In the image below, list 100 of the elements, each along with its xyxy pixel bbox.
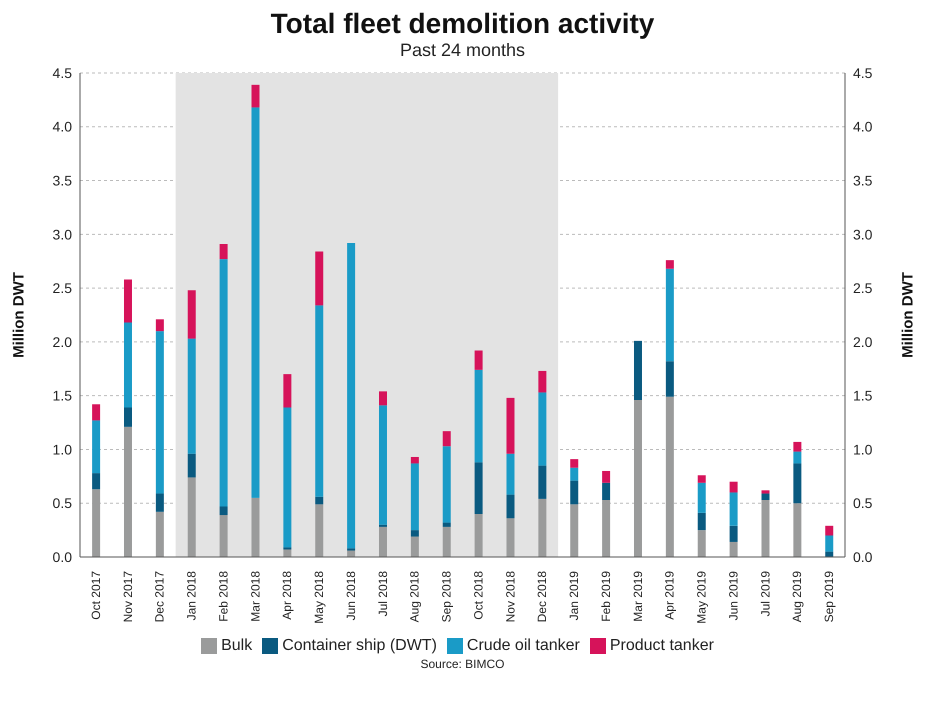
bar — [188, 338, 196, 454]
bar — [410, 536, 419, 557]
x-tick-label: Apr 2018 — [280, 570, 294, 620]
bar — [634, 340, 642, 400]
bar — [251, 84, 260, 108]
y2-tick-label: 4.5 — [853, 64, 873, 81]
bar — [698, 512, 706, 530]
bar — [378, 405, 387, 525]
x-tick-label: Jul 2019 — [758, 570, 772, 616]
chart-subtitle: Past 24 months — [398, 40, 526, 61]
bar — [347, 242, 356, 548]
x-tick-label: Aug 2019 — [790, 570, 804, 622]
bar — [124, 280, 132, 323]
y-tick-label: 0.5 — [52, 495, 72, 512]
bar — [410, 463, 419, 530]
bar — [506, 518, 514, 557]
bar — [793, 452, 802, 464]
x-tick-label: Sep 2019 — [822, 570, 836, 622]
bar — [538, 370, 546, 392]
x-tick-label: Nov 2017 — [120, 570, 135, 622]
x-tick-label: Oct 2017 — [88, 570, 103, 620]
bar — [761, 490, 770, 494]
x-tick-label: Jun 2018 — [344, 570, 358, 620]
bar — [251, 107, 260, 498]
bar — [283, 408, 292, 548]
y-axis-title: Million DWT — [10, 272, 28, 358]
x-tick-label: Mar 2019 — [630, 570, 645, 622]
bar — [793, 463, 802, 504]
bar — [793, 503, 802, 557]
bar — [378, 526, 387, 557]
x-tick-label: Sep 2018 — [440, 570, 454, 622]
bar — [761, 494, 770, 500]
bar — [825, 526, 834, 536]
bar — [220, 244, 228, 260]
y2-tick-label: 4.0 — [853, 118, 873, 135]
bar — [538, 392, 546, 466]
bar — [92, 489, 100, 557]
legend-label: Bulk — [221, 637, 252, 654]
bar — [570, 480, 578, 504]
bar — [283, 549, 292, 557]
y-tick-label: 0.0 — [52, 548, 72, 565]
bar — [506, 454, 514, 495]
x-tick-label: Dec 2018 — [535, 570, 550, 622]
bar — [825, 535, 834, 552]
legend-label: Product tanker — [610, 637, 714, 654]
y-tick-label: 1.0 — [52, 441, 72, 458]
x-tick-label: Apr 2019 — [662, 570, 677, 620]
bar — [698, 475, 706, 483]
x-tick-label: Oct 2018 — [471, 570, 486, 620]
y2-tick-label: 0.5 — [853, 495, 873, 512]
bar — [538, 498, 546, 557]
legend-label: Container ship (DWT) — [282, 637, 437, 654]
y2-tick-label: 3.0 — [853, 226, 873, 242]
bar — [188, 477, 196, 557]
bar — [474, 350, 483, 370]
x-tick-label: Feb 2018 — [216, 570, 230, 622]
bar — [315, 252, 324, 306]
bar — [442, 446, 451, 523]
bar — [666, 396, 674, 557]
bar — [410, 530, 419, 537]
bar — [474, 462, 483, 514]
x-tick-label: May 2018 — [312, 570, 326, 624]
bar — [156, 331, 164, 494]
y-tick-label: 4.5 — [52, 64, 72, 81]
bar — [602, 500, 610, 557]
bar — [698, 530, 706, 557]
bar — [730, 492, 738, 526]
legend-label: Crude oil tanker — [466, 637, 580, 654]
bar — [506, 398, 514, 454]
bar — [92, 404, 100, 420]
bar — [474, 514, 483, 557]
bar — [570, 459, 578, 468]
bar — [538, 466, 546, 499]
bar — [730, 482, 738, 492]
bar — [602, 470, 610, 483]
y2-tick-label: 2.0 — [853, 334, 873, 350]
bar — [220, 259, 228, 506]
bar — [634, 400, 642, 557]
bar — [220, 515, 228, 557]
bar — [124, 322, 132, 408]
y-tick-label: 1.5 — [52, 388, 72, 404]
bar — [156, 512, 164, 557]
bar — [315, 496, 324, 504]
bar — [124, 408, 132, 427]
bar — [156, 494, 164, 512]
chart-title: Total fleet demolition activity — [270, 8, 656, 40]
x-tick-label: Jan 2018 — [184, 570, 199, 620]
bar — [315, 305, 324, 497]
bar — [410, 456, 419, 464]
bar — [442, 526, 451, 557]
y2-tick-label: 1.5 — [853, 388, 873, 404]
y-tick-label: 3.5 — [52, 172, 72, 189]
y-tick-label: 2.0 — [52, 334, 72, 350]
y2-axis-title: Million DWT — [899, 272, 916, 358]
bar — [251, 498, 260, 557]
bar — [283, 374, 292, 408]
x-tick-label: Mar 2018 — [248, 570, 262, 622]
y-tick-label: 3.0 — [52, 226, 72, 242]
source-note: Source: BIMCO — [419, 657, 506, 671]
bar — [124, 426, 132, 557]
